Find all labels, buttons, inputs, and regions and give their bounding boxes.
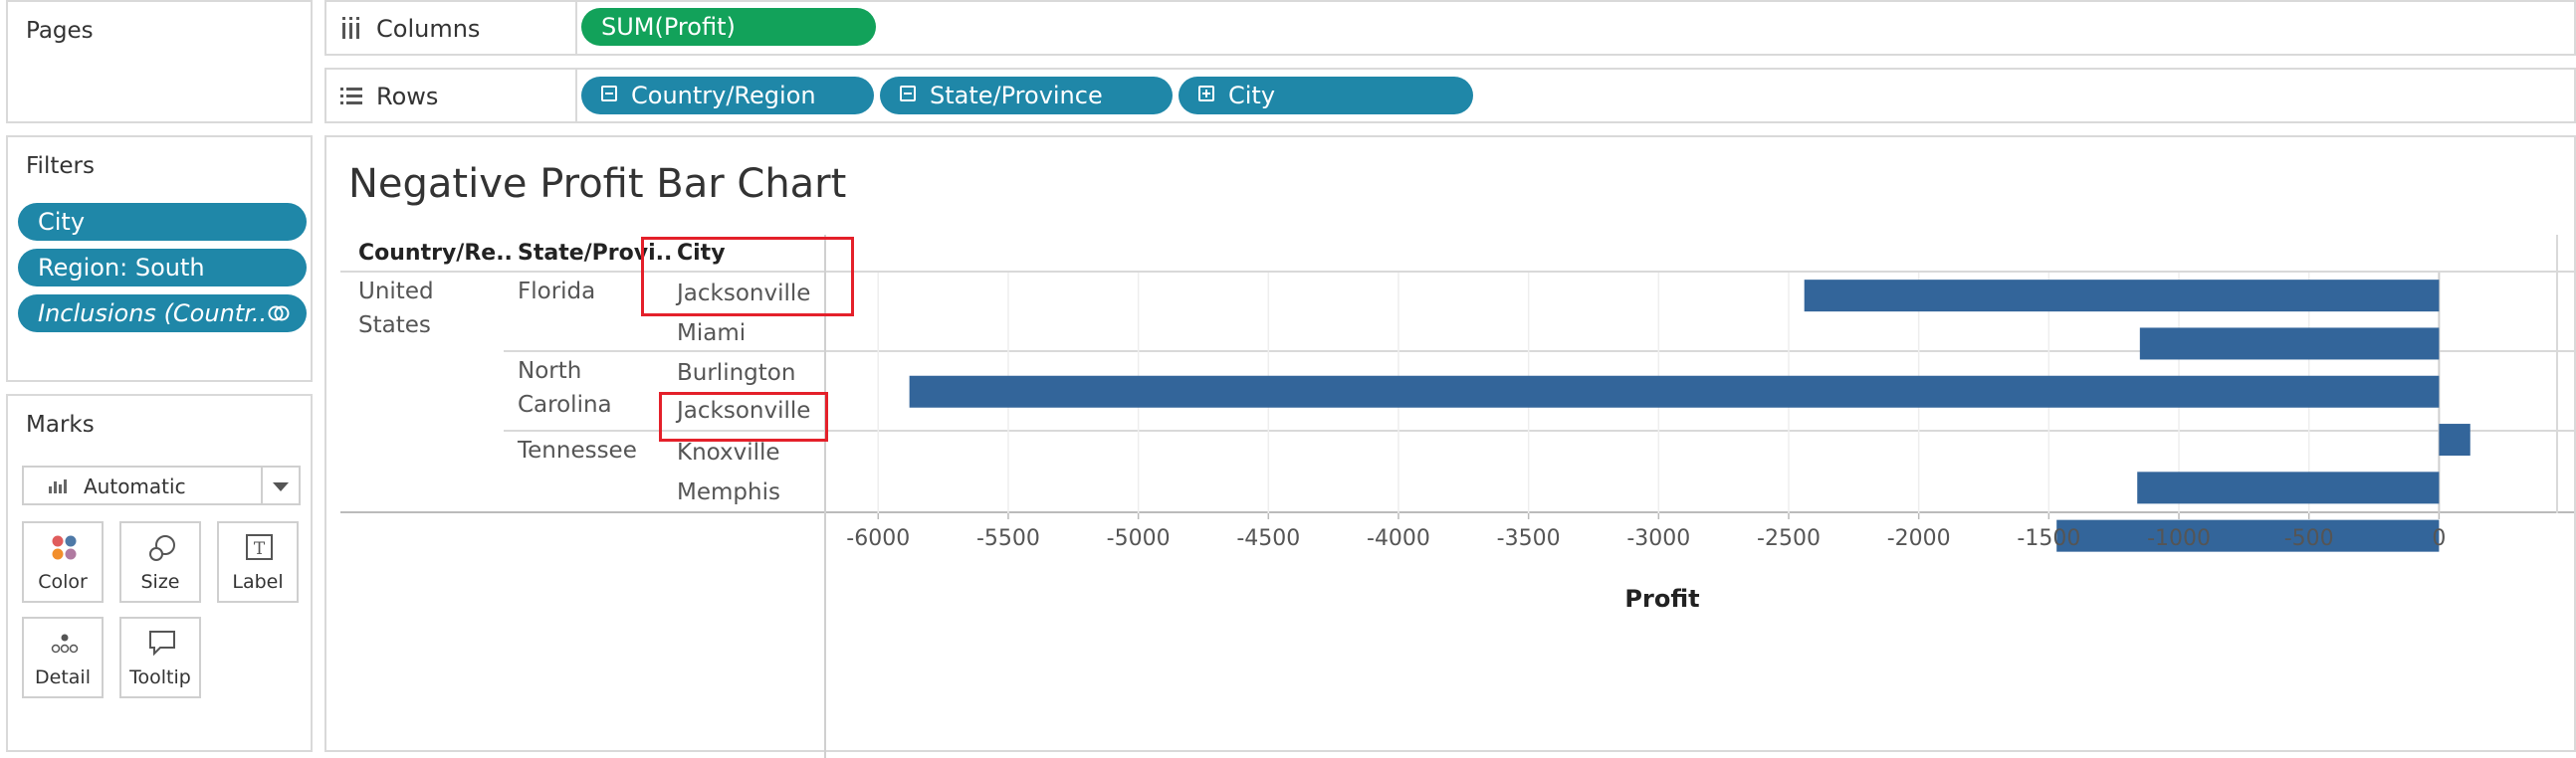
collapse-icon [900, 86, 916, 101]
label-card-label: Label [232, 571, 284, 593]
header-city: City [677, 241, 726, 266]
row-pill-country-region[interactable]: Country/Region [581, 77, 874, 114]
filter-pill-city[interactable]: City [18, 203, 307, 241]
filter-pill-label: Region: South [38, 254, 205, 282]
columns-label: Columns [376, 15, 481, 43]
bar-jacksonville-3[interactable] [2439, 424, 2470, 457]
svg-text:T: T [254, 539, 266, 559]
detail-card-label: Detail [35, 666, 91, 688]
collapse-icon [601, 86, 617, 101]
row-pill-label: State/Province [930, 82, 1103, 109]
highlight-box-city-header [641, 237, 854, 316]
filter-pill-label: City [38, 208, 86, 236]
country-label-line1: United [358, 279, 434, 304]
detail-card[interactable]: Detail [22, 617, 104, 698]
x-tick-label: -6000 [846, 526, 910, 551]
bar-jacksonville-0[interactable] [1804, 280, 2440, 312]
country-label-line2: States [358, 312, 431, 338]
x-tick-label: -500 [2284, 526, 2334, 551]
state-north-carolina-line2: Carolina [518, 392, 612, 418]
state-florida: Florida [518, 279, 596, 304]
x-tick-label: -5000 [1107, 526, 1171, 551]
view-title: Negative Profit Bar Chart [348, 161, 847, 207]
x-tick-label: -1500 [2017, 526, 2080, 551]
color-icon [52, 535, 77, 560]
city-miami: Miami [677, 320, 747, 346]
bar-knoxville-4[interactable] [2137, 472, 2440, 504]
pane-bottom-line [340, 511, 2574, 513]
x-tick-label: 0 [2432, 526, 2446, 551]
city-burlington: Burlington [677, 360, 796, 386]
header-bottom-line [340, 271, 2574, 273]
label-icon: T [246, 534, 273, 560]
row-pill-label: Country/Region [631, 82, 816, 109]
bar-memphis-5[interactable] [2056, 519, 2440, 552]
columns-icon [342, 17, 359, 39]
color-card-label: Color [38, 571, 88, 593]
x-tick-label: -3500 [1497, 526, 1561, 551]
expand-icon [1198, 86, 1214, 101]
rows-shelf: Rows Country/Region State/Province City [324, 68, 2576, 123]
city-jacksonville-nc: Jacksonville [677, 398, 811, 424]
mark-type-value: Automatic [84, 474, 186, 498]
filter-pill-inclusions[interactable]: Inclusions (Countr.. [18, 294, 307, 332]
city-memphis: Memphis [677, 479, 780, 505]
highlight-box-jacksonville-nc [659, 392, 828, 442]
state-north-carolina-line1: North [518, 358, 582, 384]
x-tick-label: -3000 [1626, 526, 1690, 551]
mark-type-dropdown[interactable]: Automatic [22, 466, 301, 505]
size-icon [149, 535, 175, 561]
header-state: State/Provi.. [518, 241, 673, 266]
view-right-line [2556, 235, 2558, 513]
size-card-label: Size [140, 571, 180, 593]
marks-title: Marks [26, 412, 95, 438]
chevron-down-icon [273, 482, 289, 491]
pages-panel: Pages [6, 0, 313, 123]
x-tick-label: -4500 [1236, 526, 1300, 551]
state-tennessee: Tennessee [518, 438, 637, 464]
rows-label: Rows [376, 83, 439, 110]
city-knoxville: Knoxville [677, 440, 780, 466]
axis-left-line [824, 235, 826, 758]
pane-divider-nc-tn [504, 430, 2574, 432]
x-tick-label: -4000 [1367, 526, 1430, 551]
profit-bar-chart: -6000 -5500 -5000 -4500 -4000 -3500 -3000 -2500… [846, 273, 2470, 613]
size-card[interactable]: Size [119, 521, 201, 603]
x-tick-label: -2500 [1757, 526, 1821, 551]
shelf-divider [575, 70, 577, 121]
column-pill-label: SUM(Profit) [601, 13, 736, 41]
rows-icon [340, 88, 362, 104]
pages-title: Pages [26, 18, 94, 44]
bar-burlington-2[interactable] [909, 375, 2440, 408]
filters-title: Filters [26, 153, 95, 179]
x-axis-title: Profit [1624, 585, 1699, 613]
columns-shelf: Columns SUM(Profit) [324, 0, 2576, 56]
label-card[interactable]: T Label [217, 521, 299, 603]
bar-chart-icon [49, 479, 67, 493]
shelf-divider [575, 2, 577, 54]
tooltip-card-label: Tooltip [129, 666, 191, 688]
filter-pill-region[interactable]: Region: South [18, 249, 307, 286]
color-card[interactable]: Color [22, 521, 104, 603]
filters-panel: Filters City Region: South Inclusions (C… [6, 135, 313, 382]
tooltip-card[interactable]: Tooltip [119, 617, 201, 698]
header-country: Country/Re.. [358, 241, 513, 266]
marks-panel: Marks Automatic Color Size T Label [6, 394, 313, 752]
filter-pill-label: Inclusions (Countr.. [38, 299, 268, 327]
x-tick-label: -1000 [2147, 526, 2211, 551]
city-jacksonville-fl: Jacksonville [677, 281, 811, 306]
bar-miami-1[interactable] [2139, 327, 2440, 360]
x-tick-label: -2000 [1887, 526, 1951, 551]
view-area: Negative Profit Bar Chart Country/Re.. S… [324, 135, 2576, 758]
dropdown-divider [261, 468, 263, 503]
column-pill-sum-profit[interactable]: SUM(Profit) [581, 8, 876, 46]
row-pill-state-province[interactable]: State/Province [880, 77, 1173, 114]
x-tick-label: -5500 [976, 526, 1040, 551]
set-icon [268, 305, 290, 321]
tooltip-icon [149, 631, 175, 657]
pane-divider-florida-nc [504, 350, 2574, 352]
detail-icon [51, 634, 79, 654]
row-pill-city[interactable]: City [1179, 77, 1473, 114]
row-pill-label: City [1228, 82, 1276, 109]
